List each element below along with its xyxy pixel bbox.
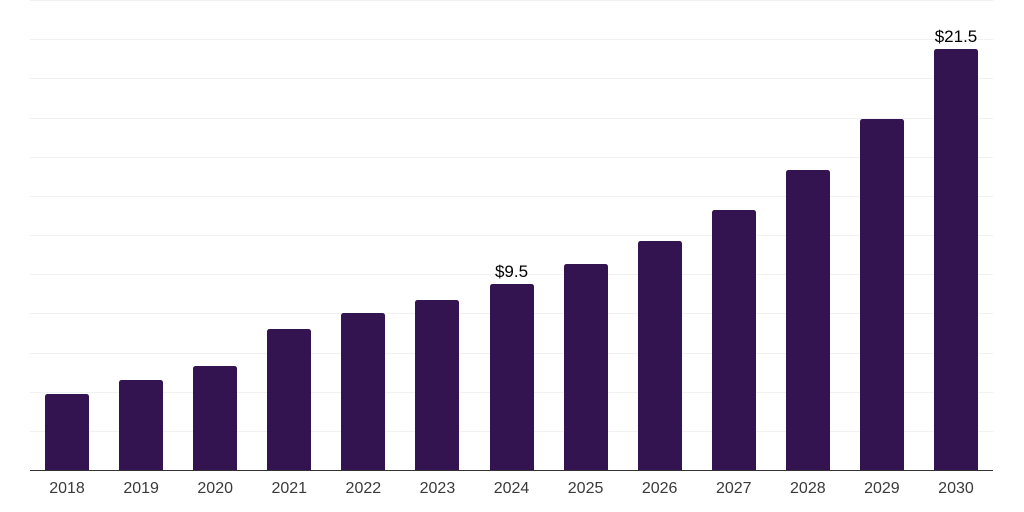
gridline — [30, 39, 993, 41]
bar-2018 — [45, 393, 90, 470]
gridline — [30, 235, 993, 236]
bar-2022 — [341, 313, 386, 470]
bar-slot: $9.5 — [474, 0, 548, 470]
bar-slot — [30, 0, 104, 470]
bar-slot — [549, 0, 623, 470]
bar-slot: $21.5 — [919, 0, 993, 470]
bar-2028 — [785, 170, 830, 470]
bar-slot — [845, 0, 919, 470]
x-axis-label: 2030 — [938, 480, 974, 497]
gridline — [30, 78, 993, 80]
x-axis-labels: 2018 2019 2020 2021 2022 2023 2024 2025 2026 2027… — [30, 479, 993, 499]
plot-area: $9.5 $21.5 — [30, 0, 993, 471]
x-axis-label: 2024 — [493, 480, 530, 497]
gridline — [30, 274, 993, 276]
gridline — [30, 0, 993, 1]
bar-2021 — [267, 329, 312, 470]
x-axis-label: 2028 — [790, 480, 826, 497]
bar-2029 — [859, 119, 904, 470]
bar-2026 — [637, 240, 682, 470]
bar-2020 — [193, 366, 238, 470]
x-axis-label: 2022 — [345, 480, 382, 497]
bar-2027 — [711, 209, 756, 470]
bar-2023 — [415, 299, 460, 470]
bar-2019 — [119, 379, 164, 470]
gridline — [30, 195, 993, 197]
x-axis-label: 2027 — [715, 480, 752, 497]
bar-slot — [326, 0, 400, 470]
bar-slot — [178, 0, 252, 470]
bar-value-label: $21.5 — [934, 26, 978, 46]
x-axis-label: 2029 — [864, 480, 900, 497]
bar-slot — [104, 0, 178, 470]
bar-slot — [400, 0, 474, 470]
bar-2024 — [489, 283, 534, 470]
bar-slot — [252, 0, 326, 470]
x-axis-label: 2018 — [49, 480, 85, 497]
x-axis-label: 2026 — [641, 480, 678, 497]
x-axis-label: 2025 — [567, 480, 604, 497]
bar-slot — [771, 0, 845, 470]
bar-slot — [697, 0, 771, 470]
bar-2025 — [563, 264, 608, 470]
gridline — [30, 117, 993, 119]
bars-row: $9.5 $21.5 — [30, 0, 993, 470]
x-axis-label: 2023 — [419, 480, 456, 497]
gridline — [30, 156, 993, 158]
x-axis-label: 2020 — [197, 480, 233, 497]
bar-value-label: $9.5 — [494, 261, 529, 281]
bar-slot — [623, 0, 697, 470]
x-axis-label: 2019 — [123, 480, 159, 497]
x-axis-label: 2021 — [271, 480, 308, 497]
bar-2030 — [933, 48, 978, 470]
